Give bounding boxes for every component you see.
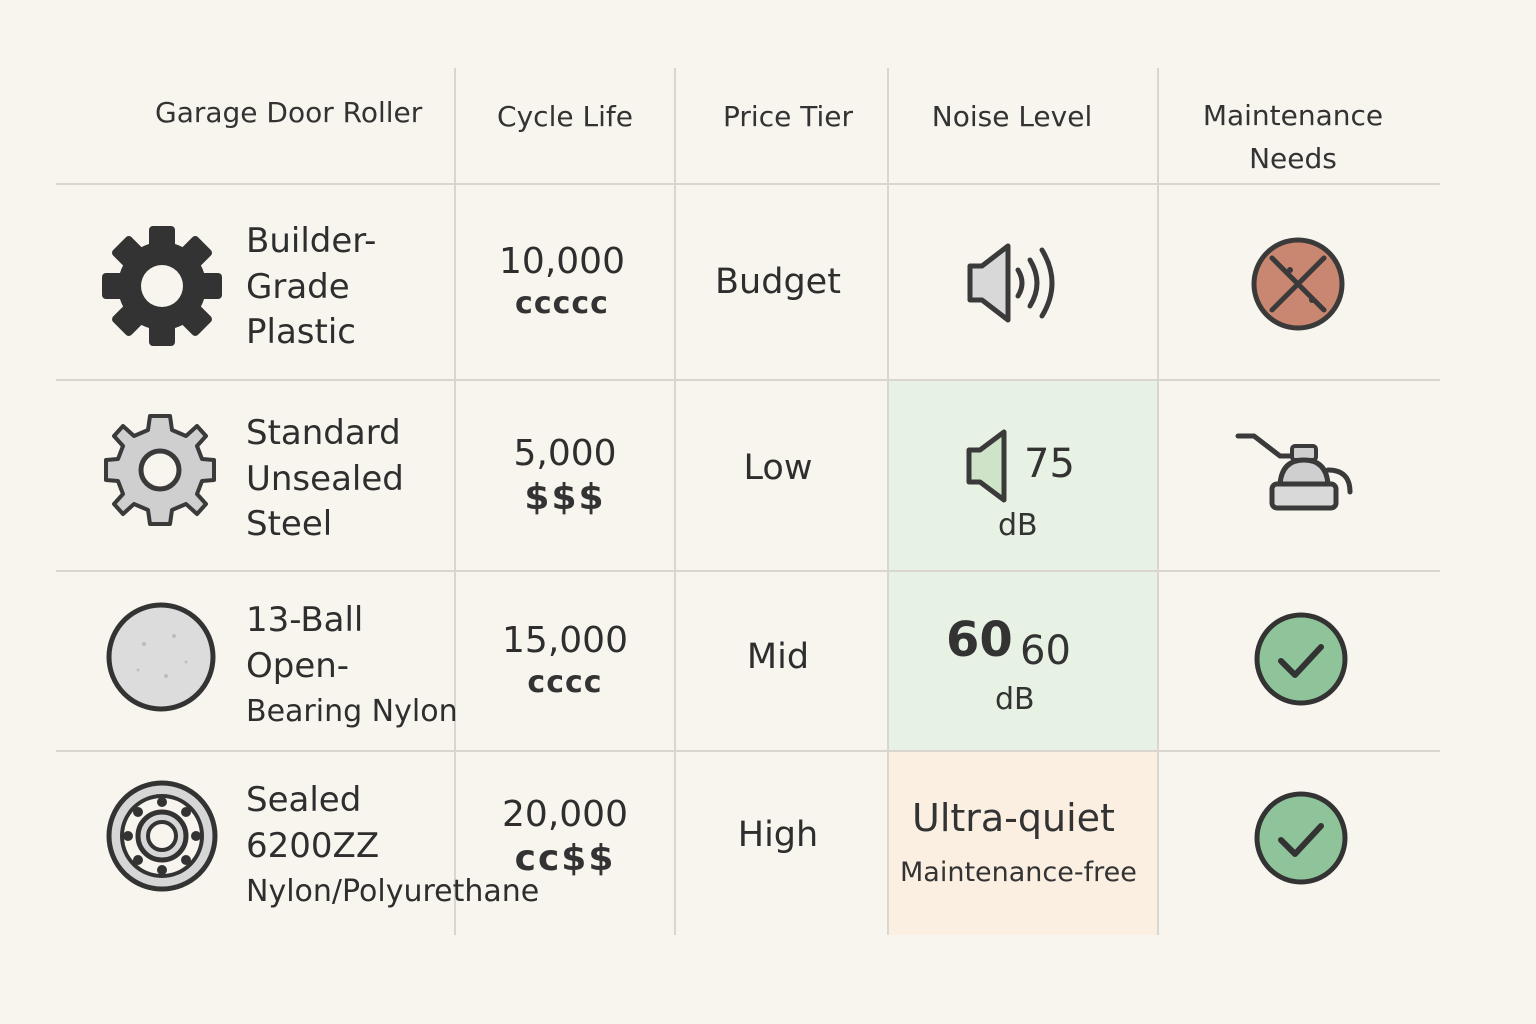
- cycle-life-value: 5,000: [513, 432, 617, 474]
- roller-name-line: Unsealed: [246, 458, 404, 499]
- check-circle-icon: [1253, 611, 1349, 711]
- price-tier-cell: Mid: [676, 572, 880, 742]
- divider: [56, 379, 1440, 381]
- header-price-tier: Price Tier: [676, 68, 900, 164]
- noise-highlight-high: [889, 752, 1157, 935]
- divider: [674, 68, 676, 935]
- cycle-symbols: cc$$: [514, 838, 616, 879]
- header-cycle-life-label: Cycle Life: [497, 99, 633, 133]
- price-tier-value: Budget: [715, 262, 841, 302]
- cycle-life-value: 10,000: [499, 241, 625, 282]
- no-maintenance-crossed-icon: [1250, 236, 1346, 336]
- header-roller-type: Garage Door Roller: [155, 96, 423, 129]
- roller-name-line: Plastic: [246, 312, 356, 352]
- cycle-life-value: 15,000: [502, 620, 628, 661]
- roller-name-line: Grade: [246, 266, 350, 307]
- divider: [454, 68, 456, 935]
- header-noise-level: Noise Level: [889, 68, 1135, 164]
- price-tier-cell: Low: [676, 381, 880, 555]
- cycle-life-cell: 10,000 ccccc: [456, 185, 668, 379]
- cycle-life-value: 20,000: [502, 794, 628, 835]
- roller-name-line: Open-: [246, 645, 350, 686]
- price-tier-value: Mid: [746, 637, 810, 677]
- header-price-tier-label: Price Tier: [723, 99, 853, 133]
- noise-unit: dB: [998, 508, 1038, 543]
- divider: [56, 750, 1440, 752]
- gear-dark-icon: [100, 224, 224, 352]
- cycle-symbols: cccc: [527, 665, 603, 700]
- gear-light-icon: [102, 412, 218, 532]
- roller-name: Standard Unsealed Steel: [246, 411, 404, 548]
- sealed-bearing-icon: [104, 778, 220, 898]
- speaker-icon: [964, 428, 1016, 508]
- roller-name-line: Builder-: [246, 221, 377, 261]
- speaker-loud-icon: [964, 242, 1064, 328]
- roller-name-line: Standard: [246, 413, 401, 453]
- roller-name: Sealed 6200ZZ Nylon/Polyurethane: [246, 778, 539, 915]
- divider: [887, 68, 889, 935]
- noise-highlight-mid: [889, 572, 1157, 750]
- header-maintenance-line1: Maintenance: [1202, 99, 1384, 132]
- roller-name-line: 13-Ball: [246, 600, 364, 640]
- noise-unit: dB: [995, 682, 1035, 717]
- roller-name-line: 6200ZZ: [246, 825, 380, 866]
- divider: [1157, 68, 1159, 935]
- noise-value: 75: [1024, 441, 1075, 487]
- roller-name: 13-Ball Open- Bearing Nylon: [246, 598, 458, 735]
- cycle-life-cell: 5,000 $$$: [456, 381, 674, 570]
- header-noise-level-label: Noise Level: [931, 99, 1093, 133]
- noise-subtext: Maintenance-free: [900, 857, 1137, 888]
- noise-text: Ultra-quiet: [912, 796, 1115, 840]
- roller-name-line: Steel: [246, 504, 333, 544]
- header-maintenance: Maintenance Needs: [1159, 94, 1427, 180]
- roller-name-line: Nylon/Polyurethane: [246, 874, 540, 909]
- price-tier-value: Low: [743, 448, 813, 488]
- divider: [56, 183, 1440, 185]
- price-tier-value: High: [737, 815, 819, 855]
- cycle-symbols: ccccc: [515, 286, 609, 321]
- roller-name: Builder- Grade Plastic: [246, 219, 376, 356]
- nylon-wheel-icon: [104, 600, 218, 718]
- header-maintenance-line2: Needs: [1249, 142, 1337, 175]
- cycle-symbols: $$$: [524, 476, 606, 518]
- noise-value-large: 60: [946, 612, 1013, 668]
- price-tier-cell: High: [676, 752, 880, 918]
- divider: [56, 570, 1440, 572]
- header-cycle-life: Cycle Life: [456, 68, 674, 164]
- noise-highlight-low: [889, 381, 1157, 570]
- roller-name-line: Bearing Nylon: [246, 694, 458, 729]
- noise-value: 60: [1020, 628, 1071, 674]
- check-circle-icon: [1253, 790, 1349, 890]
- roller-name-line: Sealed: [246, 780, 362, 820]
- oil-can-icon: [1232, 426, 1356, 520]
- cycle-life-cell: 15,000 cccc: [456, 572, 674, 750]
- cycle-life-cell: 20,000 cc$$: [456, 752, 674, 922]
- price-tier-cell: Budget: [676, 185, 880, 379]
